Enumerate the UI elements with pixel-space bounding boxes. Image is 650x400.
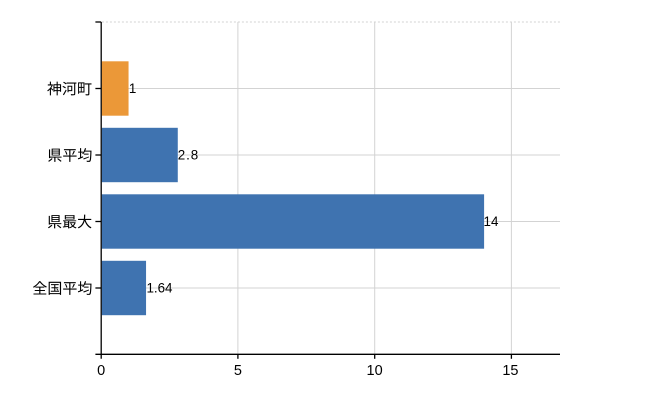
svg-text:1.64: 1.64 bbox=[146, 281, 173, 296]
svg-text:1: 1 bbox=[129, 81, 136, 96]
svg-text:2.8: 2.8 bbox=[178, 148, 199, 163]
svg-text:10: 10 bbox=[367, 363, 383, 379]
svg-text:0: 0 bbox=[97, 363, 105, 379]
svg-text:5: 5 bbox=[234, 363, 242, 379]
svg-text:15: 15 bbox=[502, 363, 518, 379]
svg-text:14: 14 bbox=[484, 214, 499, 229]
